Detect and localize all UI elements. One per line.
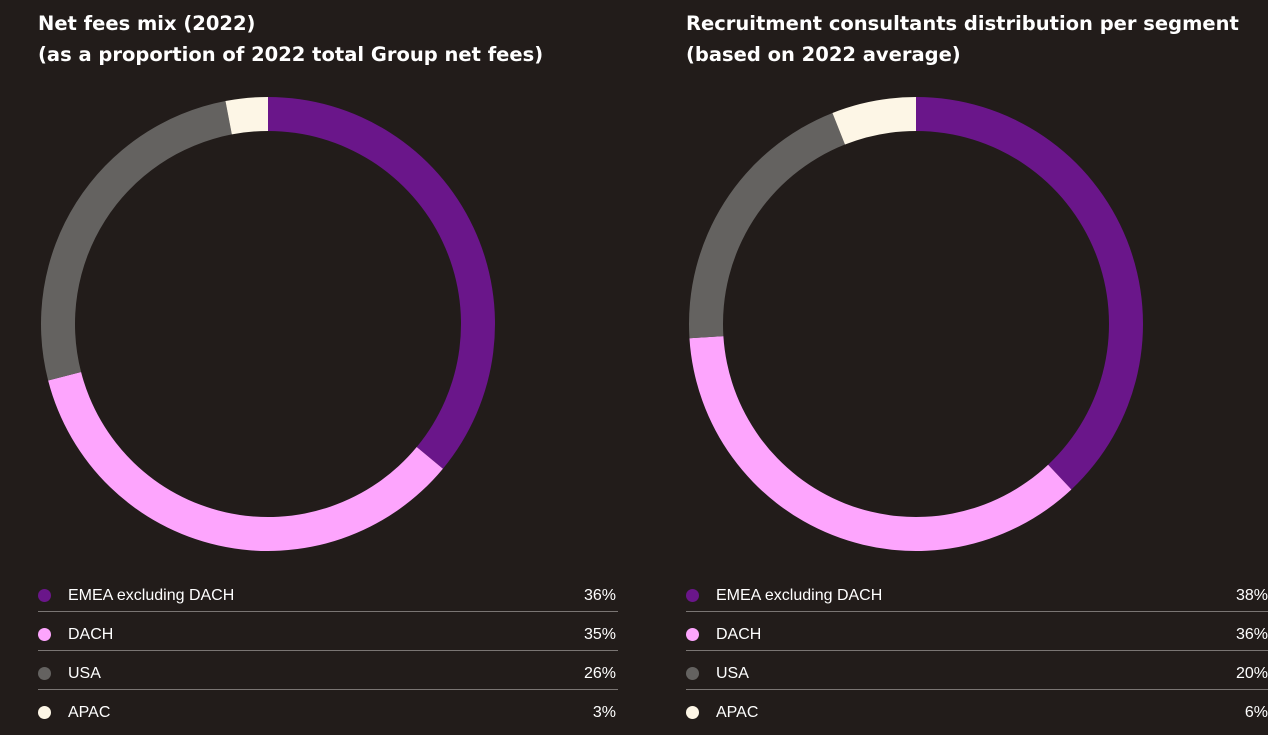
legend-row: DACH 35% [38,619,618,651]
chart-legend: EMEA excluding DACH 36% DACH 35% USA 26%… [38,580,618,735]
donut-slice-usa [689,112,845,339]
legend-label: USA [716,665,749,682]
chart-subtitle: (as a proportion of 2022 total Group net… [38,43,544,66]
legend-label: DACH [68,626,114,643]
legend-dot [686,589,699,602]
chart-title-line: Recruitment consultants distribution per… [686,12,1239,35]
legend-dot [686,667,699,680]
legend-dot [38,628,51,641]
legend-row: EMEA excluding DACH 36% [38,580,618,612]
legend-value: 36% [583,587,616,604]
legend-value: 3% [592,704,616,721]
donut-slice-apac [832,97,916,145]
donut-slice-apac [225,97,268,135]
legend-value: 38% [1235,587,1268,604]
legend-label: EMEA excluding DACH [68,587,235,604]
donut-slice-emea-excluding-dach [268,97,495,469]
legend-value: 36% [1235,626,1268,643]
legend-value: 26% [583,665,616,682]
legend-dot [38,706,51,719]
legend-dot [686,706,699,719]
legend-row: USA 26% [38,658,618,690]
consultants-distribution-chart: Recruitment consultants distribution per… [686,0,1268,723]
legend-dot [38,667,51,680]
chart-title: Recruitment consultants distribution per… [686,8,1239,70]
legend-row: USA 20% [686,658,1268,690]
net-fees-mix-chart: Net fees mix (2022) (as a proportion of … [38,0,638,723]
legend-label: DACH [716,626,762,643]
donut-slice-usa [40,101,232,381]
legend-dot [38,589,51,602]
legend-row: APAC 6% [686,697,1268,728]
legend-label: USA [68,665,101,682]
legend-value: 20% [1235,665,1268,682]
legend-dot [686,628,699,641]
legend-value: 35% [583,626,616,643]
donut-slice-emea-excluding-dach [916,97,1143,490]
legend-label: APAC [716,704,759,721]
donut-slice-dach [48,371,443,551]
legend-row: DACH 36% [686,619,1268,651]
chart-legend: EMEA excluding DACH 38% DACH 36% USA 20%… [686,580,1268,735]
chart-title: Net fees mix (2022) (as a proportion of … [38,8,543,70]
donut-chart [40,97,495,551]
donut-chart [689,97,1143,551]
chart-title-line: Net fees mix (2022) [38,12,256,35]
legend-label: EMEA excluding DACH [716,587,883,604]
legend-value: 6% [1244,704,1268,721]
legend-row: EMEA excluding DACH 38% [686,580,1268,612]
chart-subtitle: (based on 2022 average) [686,43,961,66]
donut-slice-dach [689,336,1072,551]
legend-row: APAC 3% [38,697,618,728]
legend-label: APAC [68,704,111,721]
